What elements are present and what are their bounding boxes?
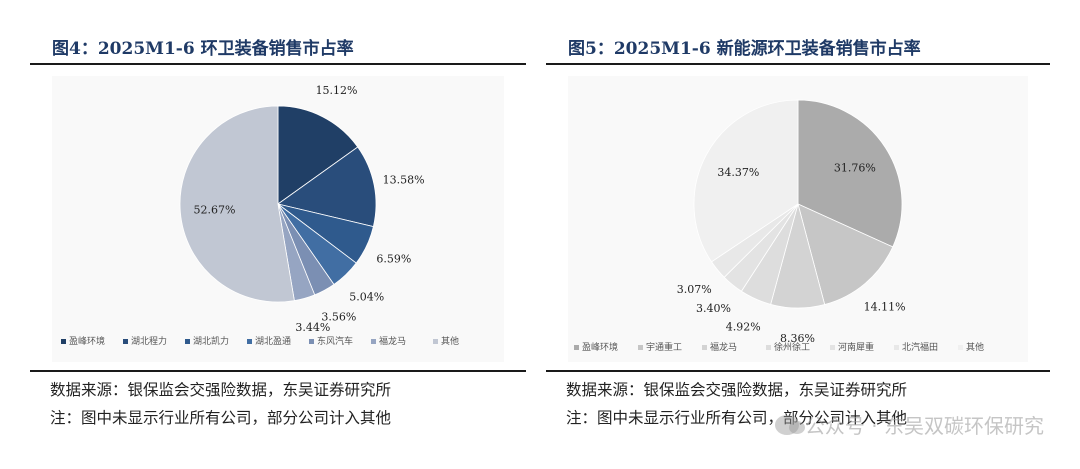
legend-item: 河南犀重 (830, 341, 874, 353)
legend-item: 宇通重工 (638, 341, 682, 353)
legend-swatch (123, 339, 128, 344)
legend-item: 徐州徐工 (766, 341, 810, 353)
pie-slice (797, 99, 903, 248)
watermark-text: 公众号 · 东吴双碳环保研究 (804, 414, 1044, 438)
pie-slice (693, 99, 799, 263)
slice-value-label: 13.58% (383, 173, 425, 186)
legend-swatch (702, 345, 707, 350)
legend-swatch (638, 345, 643, 350)
legend-item: 福龙马 (702, 341, 737, 353)
legend-item: 北汽福田 (894, 341, 938, 353)
legend-item: 其他 (433, 335, 459, 347)
slice-value-label: 3.07% (677, 283, 712, 296)
legend-label: 徐州徐工 (774, 341, 810, 353)
legend-label: 湖北盈通 (255, 336, 291, 347)
legend-label: 盈峰环境 (69, 335, 105, 347)
legend-swatch (894, 345, 899, 350)
legend-label: 福龙马 (710, 341, 737, 353)
pie-slice (797, 203, 894, 306)
legend-label: 湖北程力 (131, 335, 167, 347)
pie-slice (179, 105, 295, 303)
pie-chart-1-svg: 15.12% 13.58% 6.59% 5.04% 3.56%3.44% 52.67% 盈峰… (61, 84, 459, 347)
legend-swatch (371, 339, 376, 344)
slice-value-label: 14.11% (864, 300, 906, 313)
legend-label: 其他 (966, 341, 984, 353)
source-note: 数据来源：银保监会交强险数据，东吴证券研究所 (566, 381, 908, 399)
footer-rule (546, 370, 1050, 372)
legend-item: 其他 (958, 341, 984, 353)
source-note: 数据来源：银保监会交强险数据，东吴证券研究所 (50, 381, 392, 399)
legend-swatch (958, 345, 963, 350)
watermark: 公众号 · 东吴双碳环保研究 (774, 410, 1044, 439)
legend-label: 河南犀重 (838, 341, 874, 353)
legend-swatch (309, 339, 314, 344)
slice-value-label: 3.40% (696, 302, 731, 315)
remark-note: 注：图中未显示行业所有公司，部分公司计入其他 (566, 409, 908, 427)
legend-swatch (766, 345, 771, 350)
legend-swatch (185, 339, 190, 344)
legend-label: 盈峰环境 (582, 341, 618, 353)
legend-item: 盈峰环境 (61, 335, 105, 347)
pie-chart-1: 15.12% 13.58% 6.59% 5.04% 3.56% 3.44% 52.67% 盈峰… (52, 76, 504, 362)
legend-swatch (830, 345, 835, 350)
legend-label: 宇通重工 (646, 341, 682, 353)
wechat-icon (774, 414, 805, 435)
slice-value-label: 8.36% (780, 332, 815, 345)
remark-note: 注：图中未显示行业所有公司，部分公司计入其他 (50, 409, 392, 427)
slice-value-label: 6.59% (376, 252, 411, 265)
title-rule (30, 63, 526, 65)
legend-item: 盈峰环境 (574, 341, 618, 353)
pie-chart-2-svg: 31.76% 14.11% 8.36% 4.92% 3.40% 3.07% 34.37% 盈峰… (574, 99, 984, 353)
pie-slice (277, 146, 377, 228)
pie-slice (277, 105, 359, 205)
figure-4-panel: 图4：2025M1-6 环卫装备销售市占率 15.12% 13.58% 6.59% 5… (30, 0, 526, 469)
slice-value-label: 15.12% (316, 84, 358, 97)
legend-label: 湖北凯力 (193, 335, 229, 347)
pie-chart-2: 31.76% 14.11% 8.36% 4.92% 3.40% 3.07% 34.37% 盈峰… (568, 76, 1028, 362)
legend-label: 福龙马 (379, 335, 406, 347)
legend-swatch (574, 345, 579, 350)
figure-4-title: 图4：2025M1-6 环卫装备销售市占率 (52, 39, 354, 59)
slice-value-label: 5.04% (349, 290, 384, 303)
footer-rule (30, 370, 526, 372)
legend-label: 东风汽车 (317, 335, 353, 347)
slice-value-label: 34.37% (717, 166, 759, 179)
slice-value-label: 3.56% (321, 311, 356, 324)
figure-5-panel: 图5：2025M1-6 新能源环卫装备销售市占率 31.76% 14.11% 8.3… (546, 0, 1050, 469)
legend-item: 湖北程力 (123, 335, 167, 347)
slice-value-label: 4.92% (726, 320, 761, 333)
slice-value-label: 52.67% (194, 203, 236, 216)
figure-5-title: 图5：2025M1-6 新能源环卫装备销售市占率 (568, 39, 921, 59)
legend-item: 东风汽车 (309, 335, 353, 347)
slice-value-label: 3.44% (295, 321, 330, 334)
legend-swatch (433, 339, 438, 344)
title-rule (546, 63, 1050, 65)
slice-value-label: 31.76% (834, 161, 876, 174)
legend-item: 湖北盈通 (247, 336, 291, 347)
legend-swatch (61, 339, 66, 344)
legend-label: 其他 (441, 335, 459, 347)
legend-swatch (247, 339, 252, 344)
legend-label: 北汽福田 (902, 341, 938, 353)
legend-item: 湖北凯力 (185, 335, 229, 347)
legend-item: 福龙马 (371, 335, 406, 347)
